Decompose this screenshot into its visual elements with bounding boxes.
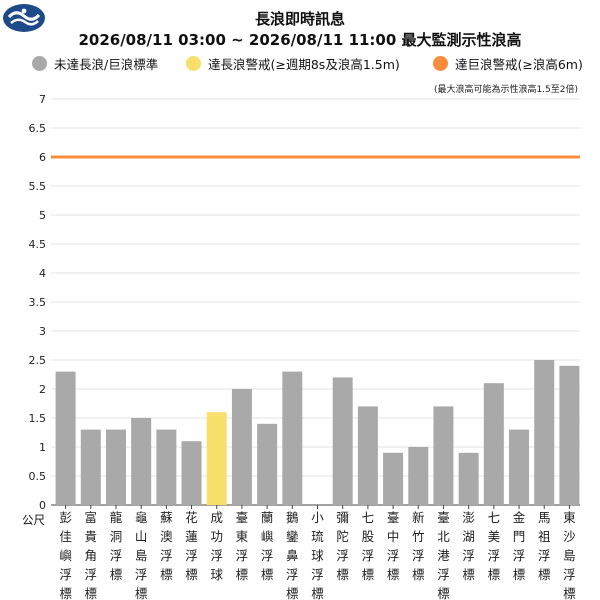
bar <box>131 418 152 505</box>
y-tick-label: 1 <box>39 441 46 454</box>
bar <box>483 383 504 505</box>
x-tick-label: 蘇澳浮標 <box>160 510 173 582</box>
y-tick-label: 6 <box>39 151 46 164</box>
cwa-logo-icon <box>3 4 45 32</box>
x-tick-label: 蘭嶼浮標 <box>261 510 274 582</box>
y-tick-label: 4.5 <box>29 238 47 251</box>
x-tick-label: 金門浮標 <box>513 510 526 582</box>
legend-swatch-huge-wave <box>433 56 448 71</box>
x-tick-label: 馬祖浮標 <box>538 510 551 582</box>
x-tick-label: 龍洞浮標 <box>110 510 123 582</box>
legend-swatch-long-wave <box>186 56 201 71</box>
x-tick-label: 龜山島浮標 <box>135 510 148 600</box>
y-tick-label: 5 <box>39 209 46 222</box>
bar <box>458 452 479 505</box>
bar <box>206 412 227 505</box>
x-tick-label: 七美浮標 <box>488 510 501 582</box>
x-tick-label: 彭佳嶼浮標 <box>59 510 72 600</box>
x-tick-label: 鵝鑾鼻浮標 <box>286 510 299 600</box>
x-tick-label: 東沙島浮標 <box>563 510 576 600</box>
y-tick-label: 1.5 <box>29 412 47 425</box>
y-tick-label: 6.5 <box>29 122 47 135</box>
legend-item-huge-wave: 達巨浪警戒(≥浪高6m) <box>433 54 583 73</box>
legend-label-huge-wave: 達巨浪警戒(≥浪高6m) <box>455 57 583 72</box>
bar <box>156 429 177 505</box>
x-tick-label: 花蓮浮標 <box>185 510 198 582</box>
y-tick-label: 2.5 <box>29 354 47 367</box>
legend-swatch-normal <box>32 56 47 71</box>
y-tick-label: 5.5 <box>29 180 47 193</box>
x-tick-label: 富貴角浮標 <box>85 510 98 600</box>
legend: 未達長浪/巨浪標準 達長浪警戒(≥週期8s及浪高1.5m) 達巨浪警戒(≥浪高6… <box>0 54 600 72</box>
y-axis-unit: 公尺 <box>22 513 45 527</box>
bar <box>357 406 378 505</box>
bar <box>257 423 278 505</box>
bar <box>282 371 303 505</box>
x-tick-label: 彌陀浮標 <box>336 510 349 582</box>
x-tick-label: 七股浮標 <box>362 510 375 582</box>
bar <box>559 365 580 505</box>
x-tick-label: 臺中浮標 <box>387 510 400 582</box>
y-tick-label: 4 <box>39 267 46 280</box>
x-tick-label: 小琉球浮標 <box>311 510 324 600</box>
x-tick-label: 臺東浮標 <box>236 510 249 582</box>
y-tick-label: 0.5 <box>29 470 47 483</box>
x-tick-label: 澎湖浮標 <box>462 510 475 582</box>
x-tick-label: 臺北港浮標 <box>437 510 450 600</box>
legend-item-long-wave: 達長浪警戒(≥週期8s及浪高1.5m) <box>186 54 400 73</box>
legend-item-normal: 未達長浪/巨浪標準 <box>32 54 158 73</box>
legend-label-long-wave: 達長浪警戒(≥週期8s及浪高1.5m) <box>208 57 400 72</box>
y-tick-label: 3 <box>39 325 46 338</box>
bar <box>181 441 202 505</box>
bar <box>332 377 353 505</box>
bar <box>80 429 101 505</box>
bar <box>55 371 76 505</box>
x-tick-label: 成功浮球 <box>210 510 223 582</box>
y-tick-label: 7 <box>39 93 46 106</box>
bar <box>534 360 555 505</box>
x-tick-label: 新竹浮標 <box>412 510 425 582</box>
y-tick-label: 3.5 <box>29 296 47 309</box>
legend-label-normal: 未達長浪/巨浪標準 <box>54 57 159 72</box>
bar <box>509 429 530 505</box>
y-tick-label: 0 <box>39 499 46 512</box>
chart-title: 長浪即時訊息 <box>254 10 345 28</box>
chart-subtitle: 2026/08/11 03:00 ~ 2026/08/11 11:00 最大監測… <box>78 31 522 49</box>
y-tick-label: 2 <box>39 383 46 396</box>
bar <box>383 452 404 505</box>
bar <box>105 429 126 505</box>
bar <box>408 447 429 505</box>
bar <box>231 389 252 505</box>
bar <box>433 406 454 505</box>
chart-note: (最大浪高可能為示性浪高1.5至2倍) <box>433 85 578 95</box>
